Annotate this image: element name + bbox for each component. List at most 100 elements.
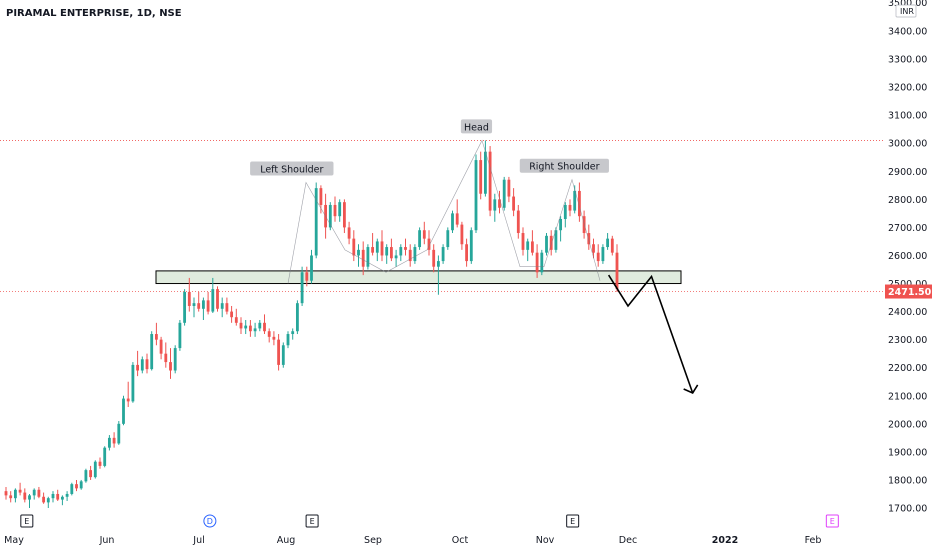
candle-body-67 [319,188,323,205]
candle-body-95 [451,213,454,231]
candle-14 [70,482,74,496]
candle-body-81 [385,247,389,256]
candle-body-129 [610,238,614,253]
candle-82 [389,238,393,262]
candle-body-24 [117,423,121,444]
candle-9 [46,496,50,508]
annotation-box-2 [519,158,609,173]
candle-body-8 [42,496,46,503]
candle-30 [145,353,149,374]
candle-body-90 [427,238,431,250]
event-marker-2[interactable]: E [305,514,319,528]
event-marker-3[interactable]: E [566,514,580,528]
x-axis: May Jun Jul Aug Sep Oct Nov Dec 2022 Feb [4,535,821,546]
candle-body-111 [526,241,530,250]
candle-76 [361,241,365,276]
candle-body-82 [389,247,393,259]
candle-61 [291,328,295,340]
candle-97 [460,221,464,250]
candle-body-91 [432,249,436,267]
candle-5 [28,493,31,508]
candle-54 [258,320,262,332]
candle-40 [192,297,196,318]
candle-109 [516,204,520,239]
candle-53 [253,322,257,337]
candle-body-100 [474,160,478,231]
candle-100 [474,154,478,234]
candle-body-60 [286,334,290,346]
candle-body-18 [89,470,93,478]
candle-118 [559,216,563,242]
candle-body-121 [573,190,577,211]
candle-body-88 [418,230,422,248]
candle-body-120 [568,204,572,211]
candle-body-3 [18,489,22,493]
candle-body-49 [234,317,238,323]
candle-body-103 [488,151,492,211]
annotation-back-layer [0,140,885,292]
candle-84 [399,244,403,262]
x-tick-label-0: May [4,535,24,546]
event-marker-0[interactable]: E [20,514,34,528]
candle-body-44 [211,289,215,312]
candle-47 [225,297,229,315]
candle-55 [263,314,266,335]
candle-body-48 [230,311,234,318]
neckline-zone [155,270,682,285]
candle-94 [446,227,450,250]
candle-56 [267,328,271,343]
candle-body-99 [469,230,473,262]
candle-130 [615,244,619,292]
candle-51 [244,320,248,335]
candle-body-0 [4,491,8,496]
annotation-box-1 [460,119,493,134]
candle-body-25 [122,398,125,424]
y-tick-label-14: 3100.00 [888,111,927,122]
candle-102 [483,140,487,197]
candle-body-20 [98,461,102,466]
candle-46 [220,297,224,318]
event-marker-1[interactable]: D [203,514,217,528]
y-tick-label-1: 1800.00 [888,475,927,486]
candle-10 [51,491,55,503]
candle-body-14 [70,484,74,494]
candle-117 [554,227,558,253]
last-price-badge [885,284,932,299]
candle-body-27 [131,364,135,402]
candle-body-51 [244,325,248,329]
candle-body-34 [164,353,168,363]
candle-0 [4,486,8,500]
event-badge-4 [825,514,839,528]
candle-36 [173,345,177,374]
candle-body-74 [352,238,356,256]
candle-body-75 [357,249,360,256]
last-price-label: 2471.50 [888,287,932,298]
candle-body-125 [592,244,595,253]
annotation-label-0: Left Shoulder [260,165,323,176]
candle-body-130 [615,252,619,290]
annotation-0: Left Shoulder [250,161,334,176]
candle-body-63 [300,272,304,304]
candle-body-59 [281,345,285,365]
candle-body-126 [596,252,600,262]
event-badge-1 [203,514,217,528]
candle-26 [126,381,130,407]
candle-16 [79,479,83,490]
candle-body-112 [530,241,534,253]
candle-37 [178,320,182,351]
candle-11 [56,489,60,501]
candle-body-78 [371,247,375,253]
candle-78 [371,233,375,256]
candle-body-79 [375,241,379,253]
candle-body-9 [46,498,50,503]
candle-77 [366,244,370,270]
candle-45 [216,286,219,312]
annotation-2: Right Shoulder [519,158,609,173]
candle-22 [107,435,111,451]
candle-body-113 [535,252,539,273]
candle-body-119 [563,204,567,219]
candle-48 [230,305,234,323]
event-marker-4[interactable]: E [825,514,839,528]
y-tick-label-10: 2700.00 [888,223,927,234]
candle-34 [164,342,168,368]
